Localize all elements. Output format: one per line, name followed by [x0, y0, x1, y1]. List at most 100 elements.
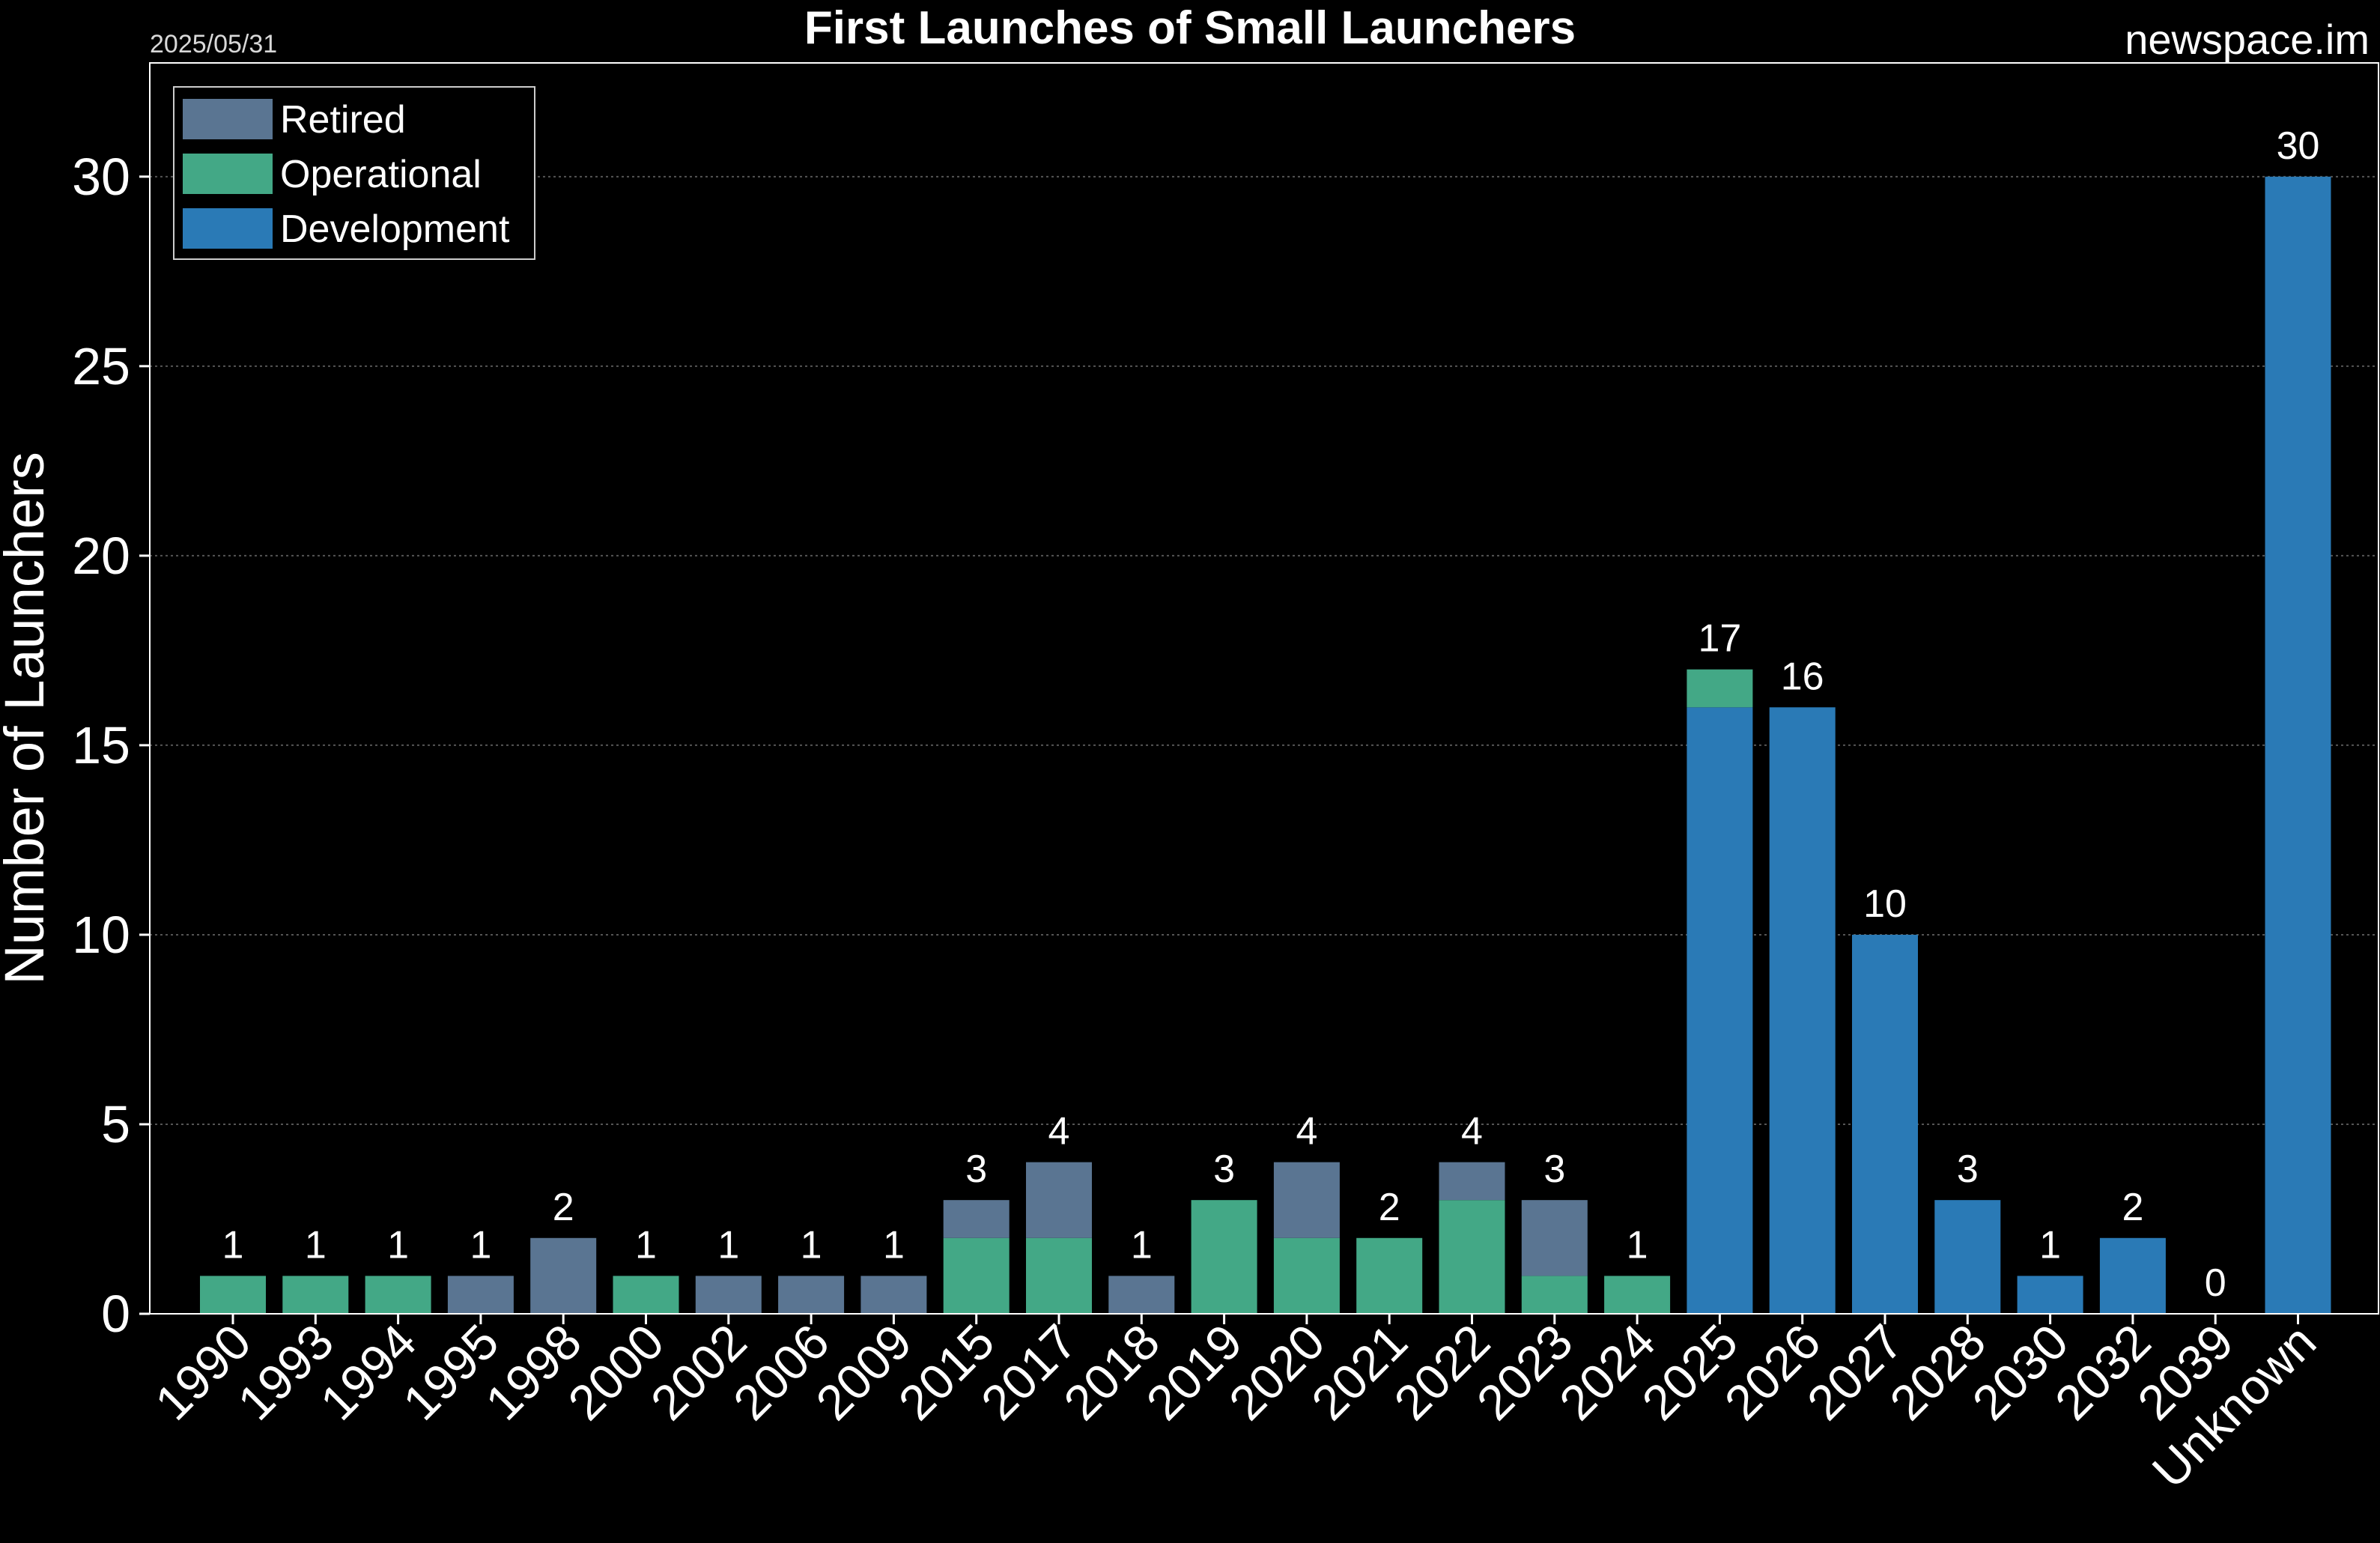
bar-retired-2017: [1026, 1162, 1092, 1238]
y-tick-label: 10: [72, 906, 130, 964]
x-tick-label: 2023: [1466, 1314, 1583, 1431]
bar-operational-2021: [1356, 1237, 1423, 1314]
bar-operational-2024: [1604, 1276, 1671, 1314]
bar-total-label: 1: [801, 1223, 822, 1267]
x-tick-label: 2024: [1549, 1314, 1666, 1431]
x-tick-label: 2009: [805, 1314, 922, 1431]
legend-swatch-development: [183, 208, 273, 249]
x-tick-label: 2032: [2044, 1314, 2161, 1431]
bar-retired-2002: [695, 1276, 762, 1314]
x-tick-label: 2017: [971, 1314, 1087, 1431]
x-tick-label: 2025: [1631, 1314, 1748, 1431]
bar-operational-2023: [1521, 1276, 1588, 1314]
chart-title: First Launches of Small Launchers: [804, 2, 1576, 54]
bar-retired-1995: [447, 1276, 514, 1314]
bar-total-label: 1: [1131, 1223, 1153, 1267]
x-tick-label: 2030: [1961, 1314, 2078, 1431]
x-tick-label: 1994: [309, 1314, 426, 1431]
bar-retired-2022: [1439, 1162, 1505, 1201]
bar-retired-2006: [778, 1276, 845, 1314]
bar-total-label: 3: [1957, 1148, 1979, 1191]
legend-label-development: Development: [280, 207, 510, 251]
bar-retired-1998: [530, 1237, 597, 1314]
bar-development-2027: [1852, 934, 1918, 1314]
legend-label-retired: Retired: [280, 98, 406, 142]
bar-total-label: 1: [1627, 1223, 1648, 1267]
x-tick-label: 2027: [1797, 1314, 1913, 1431]
x-tick-label: 1998: [475, 1314, 592, 1431]
bar-operational-2015: [943, 1237, 1010, 1314]
date-stamp: 2025/05/31: [150, 30, 278, 58]
bar-total-label: 17: [1698, 617, 1741, 661]
bar-operational-2000: [613, 1276, 679, 1314]
bar-operational-2019: [1191, 1200, 1257, 1314]
plot-frame: [149, 62, 2379, 1315]
x-tick-label: 2026: [1713, 1314, 1830, 1431]
bar-operational-2022: [1439, 1200, 1505, 1314]
bar-retired-2015: [943, 1200, 1010, 1238]
bar-total-label: 0: [2205, 1261, 2226, 1305]
bar-development-2028: [1934, 1200, 2001, 1314]
x-tick-label: 2022: [1383, 1314, 1500, 1431]
y-tick-label: 0: [101, 1285, 130, 1343]
bar-total-label: 2: [1379, 1186, 1400, 1229]
bar-total-label: 1: [635, 1223, 657, 1267]
x-tick-label: 2028: [1879, 1314, 1996, 1431]
bar-total-label: 3: [1213, 1148, 1235, 1191]
legend-swatch-retired: [183, 99, 273, 139]
bar-total-label: 4: [1461, 1110, 1483, 1154]
bar-total-labels: 1 1 1 1 2 1 1 1 1 3 4 1 3 4 2 4 3 1 17 16 10 3 1 2 0 30: [222, 124, 2320, 1305]
bar-operational-1993: [282, 1276, 349, 1314]
x-tick-label: 1990: [145, 1314, 261, 1431]
x-tick-label: 2015: [887, 1314, 1004, 1431]
bar-retired-2020: [1273, 1162, 1340, 1238]
bar-total-label: 1: [305, 1223, 327, 1267]
y-tick-label: 20: [72, 527, 130, 585]
x-tick-label: 2002: [640, 1314, 757, 1431]
y-tick-label: 5: [101, 1095, 130, 1154]
bar-total-label: 10: [1863, 882, 1907, 926]
brand-label: newspace.im: [2125, 16, 2370, 63]
bar-retired-2023: [1521, 1200, 1588, 1276]
bar-development-2032: [2099, 1237, 2166, 1314]
x-tick-label: 2006: [723, 1314, 840, 1431]
bars: [200, 176, 2331, 1315]
bar-total-label: 4: [1296, 1110, 1317, 1154]
legend-swatch-operational: [183, 154, 273, 194]
bar-total-label: 16: [1781, 655, 1824, 698]
bar-total-label: 30: [2277, 124, 2320, 168]
y-axis-title: Number of Launchers: [0, 452, 55, 985]
x-tick-label: 2018: [1053, 1314, 1170, 1431]
x-tick-label: 2000: [557, 1314, 674, 1431]
bar-operational-2020: [1273, 1237, 1340, 1314]
bar-development-2030: [2017, 1276, 2083, 1314]
grid-lines: [150, 175, 2379, 1125]
x-tick-label: 1995: [392, 1314, 509, 1431]
legend-label-operational: Operational: [280, 153, 482, 196]
x-tick-label: 2020: [1218, 1314, 1335, 1431]
bar-total-label: 1: [470, 1223, 491, 1267]
bar-total-label: 1: [883, 1223, 905, 1267]
bar-total-label: 2: [2122, 1186, 2143, 1229]
bar-development-unknown: [2265, 176, 2331, 1315]
bar-retired-2018: [1108, 1276, 1175, 1314]
bar-operational-2025: [1687, 669, 1753, 708]
x-tick-label: 2021: [1301, 1314, 1418, 1431]
bar-total-label: 1: [222, 1223, 244, 1267]
x-tick-label: 2019: [1135, 1314, 1252, 1431]
x-tick-label: 1993: [227, 1314, 344, 1431]
bar-operational-2017: [1026, 1237, 1092, 1314]
legend: Retired Operational Development: [173, 86, 535, 260]
bar-total-label: 4: [1048, 1110, 1070, 1154]
bar-total-label: 3: [965, 1148, 987, 1191]
bar-development-2025: [1687, 707, 1753, 1314]
bar-total-label: 1: [2039, 1223, 2061, 1267]
y-tick-label: 25: [72, 337, 130, 395]
bar-development-2026: [1769, 707, 1836, 1314]
bar-total-label: 1: [717, 1223, 739, 1267]
bar-operational-1994: [365, 1276, 431, 1314]
bar-total-label: 3: [1543, 1148, 1565, 1191]
bar-retired-2009: [860, 1276, 927, 1314]
bar-total-label: 2: [553, 1186, 574, 1229]
